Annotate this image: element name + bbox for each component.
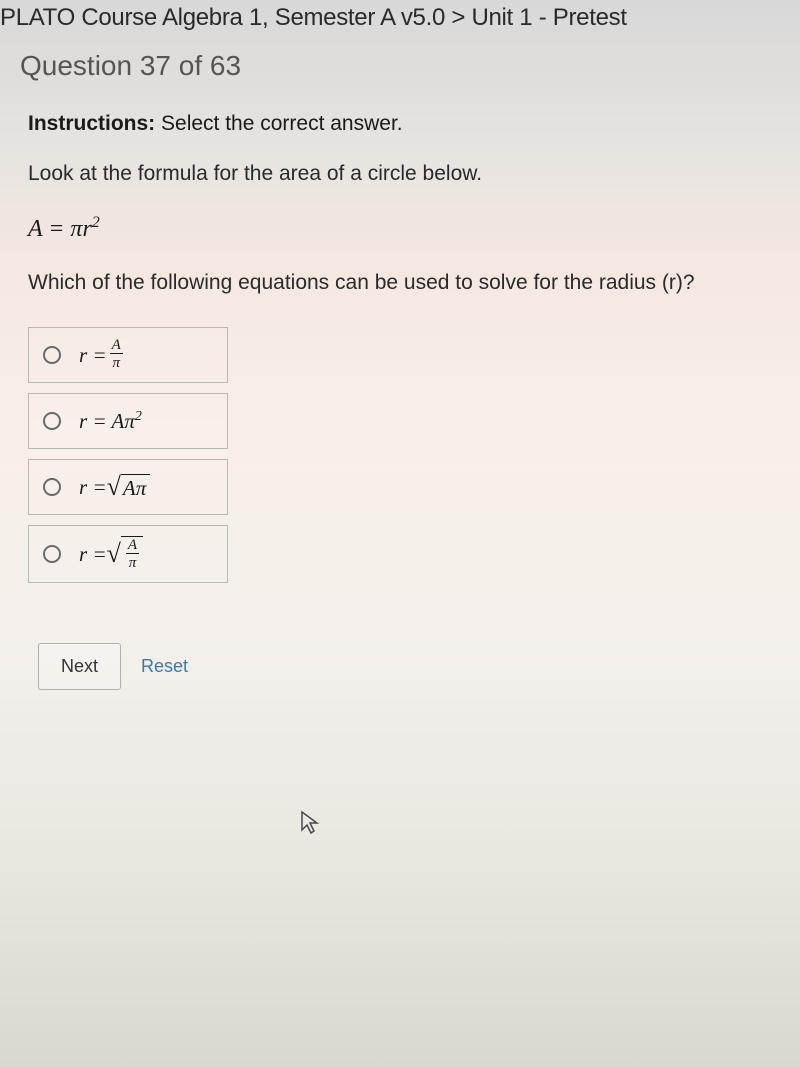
option-d-math: r = √ A π: [79, 536, 143, 572]
radio-c[interactable]: [43, 478, 61, 496]
radio-b[interactable]: [43, 412, 61, 430]
reset-link[interactable]: Reset: [141, 656, 188, 677]
formula-display: A = πr2: [28, 214, 772, 243]
option-c-math: r = √ Aπ: [79, 472, 150, 502]
next-button[interactable]: Next: [38, 643, 121, 690]
option-c[interactable]: r = √ Aπ: [28, 459, 228, 515]
cursor-icon: [300, 810, 320, 843]
option-b[interactable]: r = Aπ2: [28, 393, 228, 449]
option-a-math: r = A π: [79, 338, 123, 372]
question-prompt: Which of the following equations can be …: [28, 271, 772, 295]
radio-d[interactable]: [43, 545, 61, 563]
answer-options: r = A π r = Aπ2 r = √ Aπ: [28, 327, 772, 583]
option-b-math: r = Aπ2: [79, 409, 142, 434]
question-position: Question 37 of 63: [0, 40, 800, 112]
question-description: Look at the formula for the area of a ci…: [28, 162, 772, 186]
option-a[interactable]: r = A π: [28, 327, 228, 383]
question-content: Instructions: Select the correct answer.…: [0, 112, 800, 690]
breadcrumb: PLATO Course Algebra 1, Semester A v5.0 …: [0, 0, 800, 40]
instructions-line: Instructions: Select the correct answer.: [28, 112, 772, 136]
radio-a[interactable]: [43, 346, 61, 364]
action-buttons: Next Reset: [38, 643, 772, 690]
option-d[interactable]: r = √ A π: [28, 525, 228, 583]
instructions-text: Select the correct answer.: [155, 112, 402, 135]
instructions-label: Instructions:: [28, 112, 155, 135]
